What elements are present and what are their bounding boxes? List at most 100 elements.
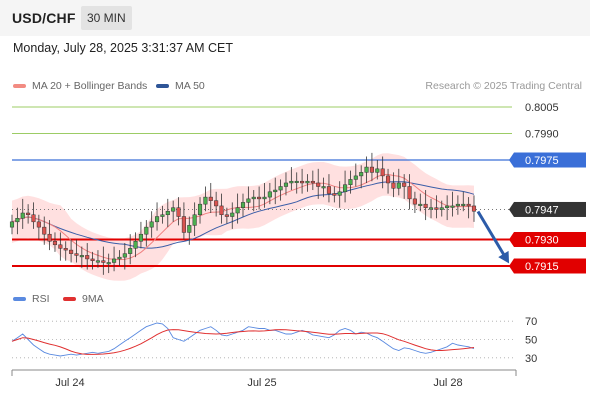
candle xyxy=(445,195,450,221)
candle xyxy=(418,193,423,212)
candle xyxy=(364,156,369,183)
candle xyxy=(85,243,90,270)
candle-body xyxy=(257,196,262,200)
candle xyxy=(9,214,15,235)
candle-body xyxy=(52,241,58,246)
candle xyxy=(251,190,256,212)
candle xyxy=(133,232,138,258)
candle-body xyxy=(439,207,444,210)
candle xyxy=(95,250,101,268)
candle-body xyxy=(20,212,25,219)
candle xyxy=(122,243,127,270)
candle xyxy=(197,197,203,224)
candle xyxy=(230,202,235,229)
timestamp: Monday, July 28, 2025 3:31:37 AM CET xyxy=(13,41,234,55)
price-tag-support: 0.7930 xyxy=(509,232,586,247)
candle xyxy=(42,216,47,245)
price-tag-label: 0.7947 xyxy=(525,204,559,216)
candle xyxy=(181,202,186,240)
candle-body xyxy=(79,255,84,258)
candle xyxy=(343,170,348,203)
candle-body xyxy=(85,255,90,260)
candle-body xyxy=(95,260,101,263)
candle xyxy=(262,182,267,208)
candle-body xyxy=(407,186,412,200)
price-tag-pointer xyxy=(509,152,514,168)
candle xyxy=(79,246,84,268)
candle-body xyxy=(391,182,396,189)
candle-body xyxy=(445,205,450,208)
rsi-level-label: 70 xyxy=(525,316,537,328)
candle xyxy=(58,232,63,261)
candle xyxy=(337,181,342,208)
candle xyxy=(138,221,143,249)
legend-rsi-label: RSI xyxy=(32,293,50,305)
candle-body xyxy=(176,207,181,217)
candle-body xyxy=(230,212,235,217)
candle xyxy=(36,214,41,240)
arrow-shaft xyxy=(476,210,509,261)
candle xyxy=(106,253,111,274)
level-label: 0.8005 xyxy=(525,102,559,114)
candle xyxy=(240,193,246,217)
candle-body xyxy=(128,248,133,254)
price-tag-bg xyxy=(514,232,586,247)
price-tag-resistance: 0.7975 xyxy=(509,152,586,168)
currency-pair: USD/CHF xyxy=(12,10,76,26)
candle xyxy=(466,197,471,219)
candle-body xyxy=(251,196,256,200)
candle xyxy=(294,172,299,194)
candle-body xyxy=(171,207,176,212)
candle-body xyxy=(9,221,15,228)
price-tag-pointer xyxy=(509,201,514,217)
candle xyxy=(112,246,117,272)
candle xyxy=(305,174,310,192)
candle-body xyxy=(208,196,213,201)
level-label: 0.7990 xyxy=(525,129,559,141)
time-axis: Jul 24 Jul 25 Jul 28 xyxy=(11,369,517,389)
candle xyxy=(289,167,294,191)
candle-body xyxy=(273,189,278,193)
candle xyxy=(101,246,106,275)
candle-body xyxy=(423,203,428,208)
candle-body xyxy=(289,180,294,184)
candle-body xyxy=(112,258,117,263)
candle xyxy=(219,193,224,224)
candle xyxy=(47,220,52,251)
candle-body xyxy=(412,198,417,205)
candle xyxy=(246,186,251,210)
candle-body xyxy=(305,180,310,184)
candle xyxy=(257,186,262,210)
candle xyxy=(176,197,181,226)
research-credit: Research © 2025 Trading Central xyxy=(425,80,582,92)
candle xyxy=(316,168,321,199)
candle xyxy=(187,216,192,245)
legend-ma20: MA 20 + Bollinger Bands xyxy=(13,80,147,92)
candle-body xyxy=(144,226,149,235)
candle xyxy=(128,234,133,265)
candle xyxy=(450,191,455,217)
candle-body xyxy=(375,168,380,173)
candle xyxy=(402,174,407,199)
timeframe-badge[interactable]: 30 MIN xyxy=(81,6,132,30)
candle-body xyxy=(380,168,385,177)
candle xyxy=(439,200,444,217)
candle-body xyxy=(74,253,79,256)
candle-body xyxy=(47,233,52,242)
candle-body xyxy=(332,193,337,196)
ma20-swatch xyxy=(13,84,26,89)
candle xyxy=(300,168,305,194)
candle-body xyxy=(369,166,374,173)
candle xyxy=(407,174,412,210)
legend-ma50: MA 50 xyxy=(156,80,205,92)
candle xyxy=(461,191,466,212)
candle xyxy=(74,239,79,263)
candle xyxy=(412,191,417,213)
candle-body xyxy=(133,241,138,249)
candle-body xyxy=(364,166,369,173)
candle xyxy=(278,179,283,201)
candle-body xyxy=(117,256,122,260)
candle-body xyxy=(235,207,240,214)
candle-body xyxy=(402,182,407,187)
